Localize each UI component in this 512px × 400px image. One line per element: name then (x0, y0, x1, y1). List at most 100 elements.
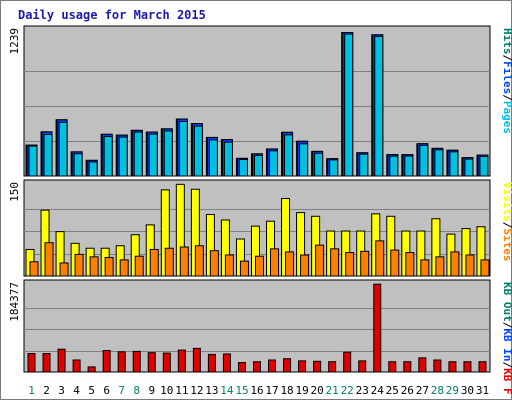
kbf-bar (73, 360, 80, 372)
day-label: 17 (265, 384, 278, 397)
sites-bar (105, 257, 113, 276)
sites-bar (240, 261, 248, 276)
sites-bar (165, 248, 173, 276)
pages-bar (330, 160, 338, 176)
kbf-bar (28, 354, 35, 372)
pages-bar (59, 122, 67, 176)
pages-bar (300, 144, 308, 176)
day-label: 25 (386, 384, 399, 397)
pages-bar (420, 145, 428, 176)
day-label: 13 (205, 384, 218, 397)
panel-1-max-label: 1239 (8, 28, 21, 55)
sites-bar (301, 255, 309, 276)
kbf-bar (238, 363, 245, 372)
sites-bar (331, 249, 339, 276)
day-label: 8 (133, 384, 140, 397)
sites-bar (120, 260, 128, 276)
sites-bar (45, 243, 53, 276)
series-label-part: Files (501, 61, 512, 94)
day-label: 9 (148, 384, 155, 397)
kbf-bar (434, 360, 441, 372)
sites-bar (466, 255, 474, 276)
kbf-bar (193, 348, 200, 372)
sites-bar (286, 252, 294, 276)
kbf-bar (479, 362, 486, 372)
day-label: 4 (73, 384, 80, 397)
day-label: 27 (416, 384, 429, 397)
series-label-part: KB Out (501, 282, 512, 322)
sites-bar (406, 253, 414, 276)
day-label: 23 (356, 384, 369, 397)
kbf-bar (449, 362, 456, 372)
panel-1-series-label: Hits/Files/Pages (501, 28, 512, 134)
sites-bar (180, 247, 188, 276)
kbf-bar (223, 354, 230, 372)
pages-bar (209, 140, 217, 176)
kbf-bar (253, 362, 260, 372)
day-label: 16 (250, 384, 263, 397)
day-label: 26 (401, 384, 414, 397)
day-label: 11 (175, 384, 188, 397)
day-label: 14 (220, 384, 234, 397)
day-label: 30 (461, 384, 474, 397)
pages-bar (239, 160, 247, 176)
day-label: 10 (160, 384, 173, 397)
pages-bar (104, 137, 112, 176)
series-label-part: KB In (501, 328, 512, 361)
sites-bar (436, 257, 444, 276)
day-label: 21 (326, 384, 339, 397)
day-label: 22 (341, 384, 354, 397)
kbf-bar (269, 360, 276, 372)
kbf-bar (208, 354, 215, 372)
pages-bar (149, 134, 157, 176)
pages-bar (29, 146, 37, 176)
day-label: 20 (311, 384, 324, 397)
pages-bar (179, 122, 187, 176)
pages-bar (285, 135, 293, 176)
kbf-bar (58, 349, 65, 372)
sites-bar (255, 256, 263, 276)
series-label-part: Sites (501, 228, 512, 261)
sites-bar (391, 250, 399, 276)
pages-bar (315, 153, 323, 176)
series-label-part: Hits (501, 28, 512, 55)
day-label: 24 (371, 384, 385, 397)
sites-bar (376, 241, 384, 276)
kbf-bar (118, 352, 125, 372)
day-label: 5 (88, 384, 95, 397)
kbf-bar (374, 284, 381, 372)
pages-bar (360, 154, 368, 176)
kbf-bar (419, 358, 426, 372)
sites-bar (60, 263, 68, 276)
sites-bar (150, 249, 158, 276)
pages-bar (345, 34, 353, 176)
kbf-bar (464, 362, 471, 372)
pages-bar (375, 36, 383, 176)
series-label-part: Pages (501, 101, 512, 134)
pages-bar (194, 126, 202, 176)
day-label: 12 (190, 384, 203, 397)
sites-bar (30, 262, 38, 276)
panel-3-max-label: 184377 (8, 282, 21, 322)
panel-3-series-label: KB Out/KB In/KB F (501, 282, 512, 395)
pages-bar (465, 159, 473, 176)
day-label: 29 (446, 384, 459, 397)
series-label-part: KB F (501, 368, 512, 395)
pages-bar (119, 137, 127, 176)
kbf-bar (103, 351, 110, 372)
sites-bar (481, 260, 489, 276)
panel-2-max-label: 150 (8, 182, 21, 202)
kbf-bar (133, 351, 140, 372)
pages-bar (224, 142, 232, 176)
kbf-bar (329, 362, 336, 372)
sites-bar (346, 253, 354, 276)
pages-bar (480, 156, 488, 176)
sites-bar (421, 260, 429, 276)
sites-bar (90, 257, 98, 276)
day-label: 31 (476, 384, 489, 397)
kbf-bar (178, 350, 185, 372)
pages-bar (435, 150, 443, 176)
sites-bar (316, 245, 324, 276)
sites-bar (210, 251, 218, 276)
